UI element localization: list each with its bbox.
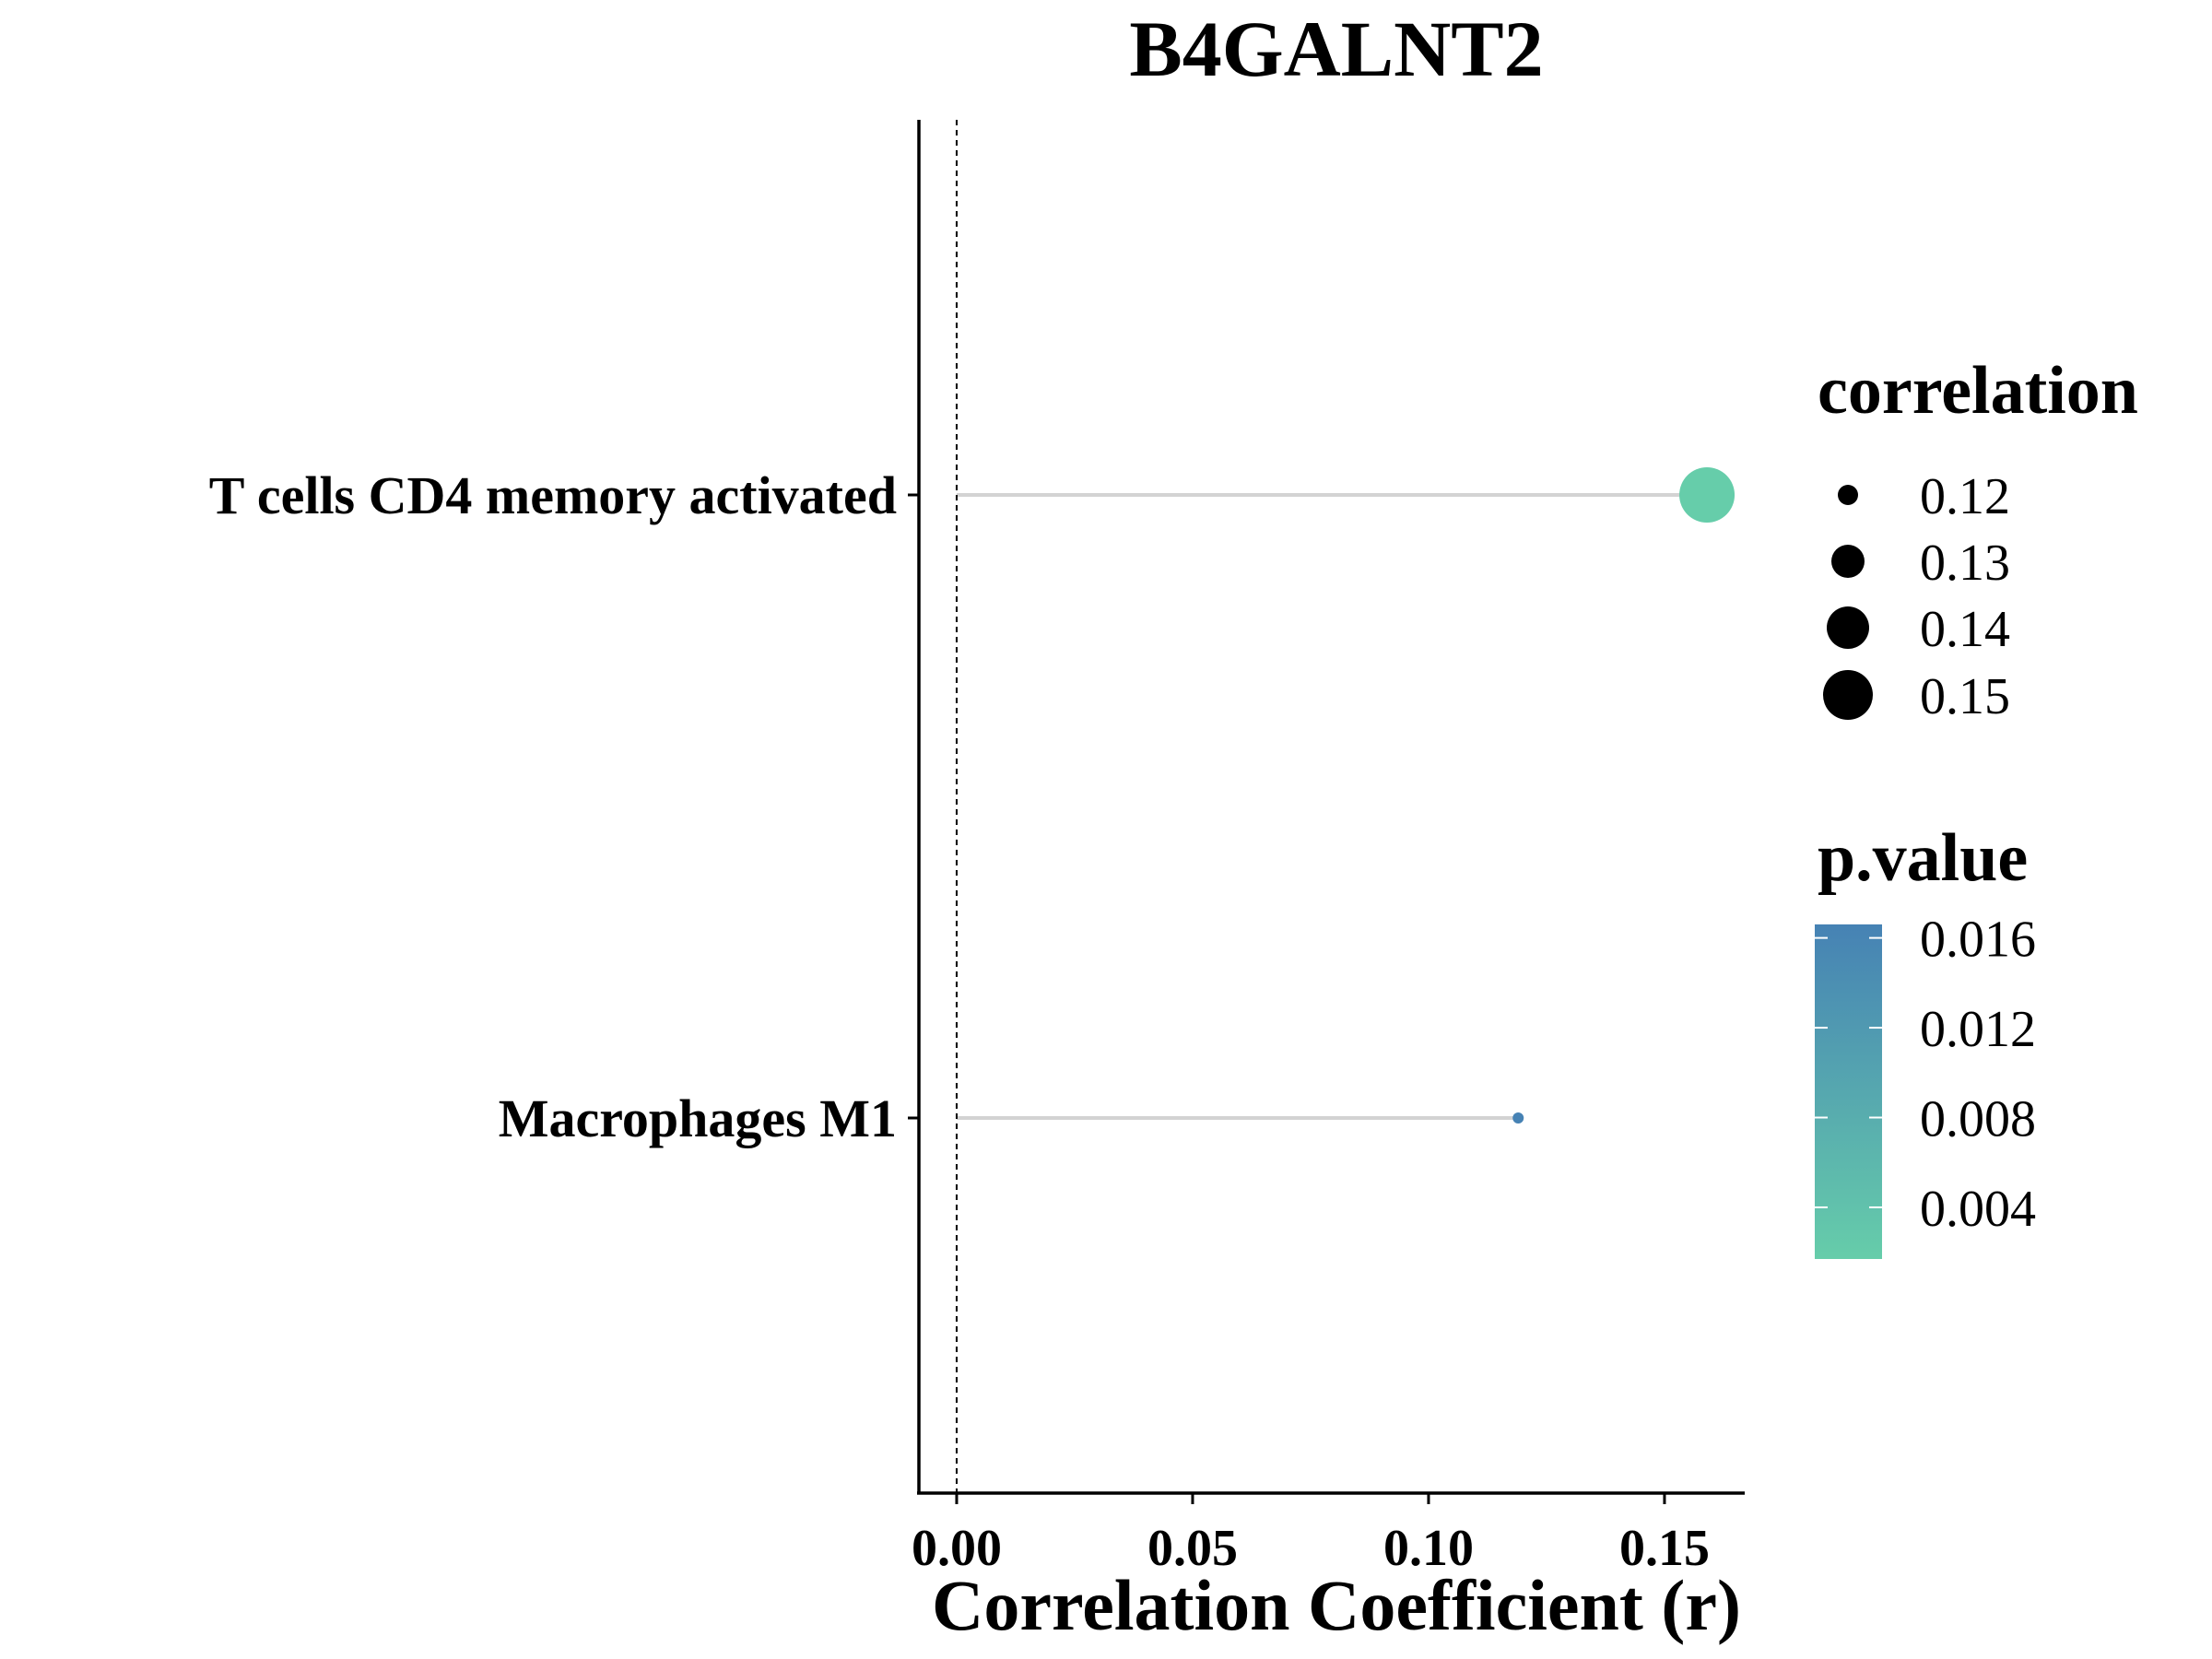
color-legend-label-2: 0.008 [1920,1091,2036,1148]
color-legend: p.value 0.016 0.012 0.008 0.004 [1815,820,2036,1259]
y-tick-label-1: Macrophages M1 [499,1088,897,1148]
chart-title: B4GALNT2 [1129,5,1543,93]
point-0 [1679,467,1735,523]
x-tick-label-1: 0.05 [1147,1520,1238,1577]
y-tick-label-0: T cells CD4 memory activated [209,465,897,525]
color-legend-label-3: 0.004 [1920,1181,2036,1238]
size-legend-label-3: 0.15 [1920,668,2010,725]
point-1 [1512,1112,1524,1124]
color-legend-bar [1815,924,1882,1259]
x-axis-title: Correlation Coefficient (r) [932,1565,1741,1645]
color-legend-label-1: 0.012 [1920,1001,2036,1058]
size-legend-label-2: 0.14 [1920,601,2010,658]
x-tick-label-0: 0.00 [912,1520,1002,1577]
color-legend-title: p.value [1818,820,2028,896]
size-legend-key-3 [1823,670,1873,720]
x-tick-label-3: 0.15 [1619,1520,1710,1577]
x-tick-label-2: 0.10 [1383,1520,1474,1577]
size-legend: correlation 0.12 0.13 0.14 0.15 [1818,353,2138,725]
size-legend-label-0: 0.12 [1920,468,2010,525]
size-legend-key-1 [1831,545,1865,578]
size-legend-key-0 [1838,485,1858,505]
size-legend-label-1: 0.13 [1920,535,2010,592]
color-legend-label-0: 0.016 [1920,912,2036,969]
plot-area: 0.00 0.05 0.10 0.15 T cells CD4 memory activ… [209,120,1745,1577]
size-legend-title: correlation [1818,353,2138,429]
size-legend-key-2 [1827,606,1869,649]
